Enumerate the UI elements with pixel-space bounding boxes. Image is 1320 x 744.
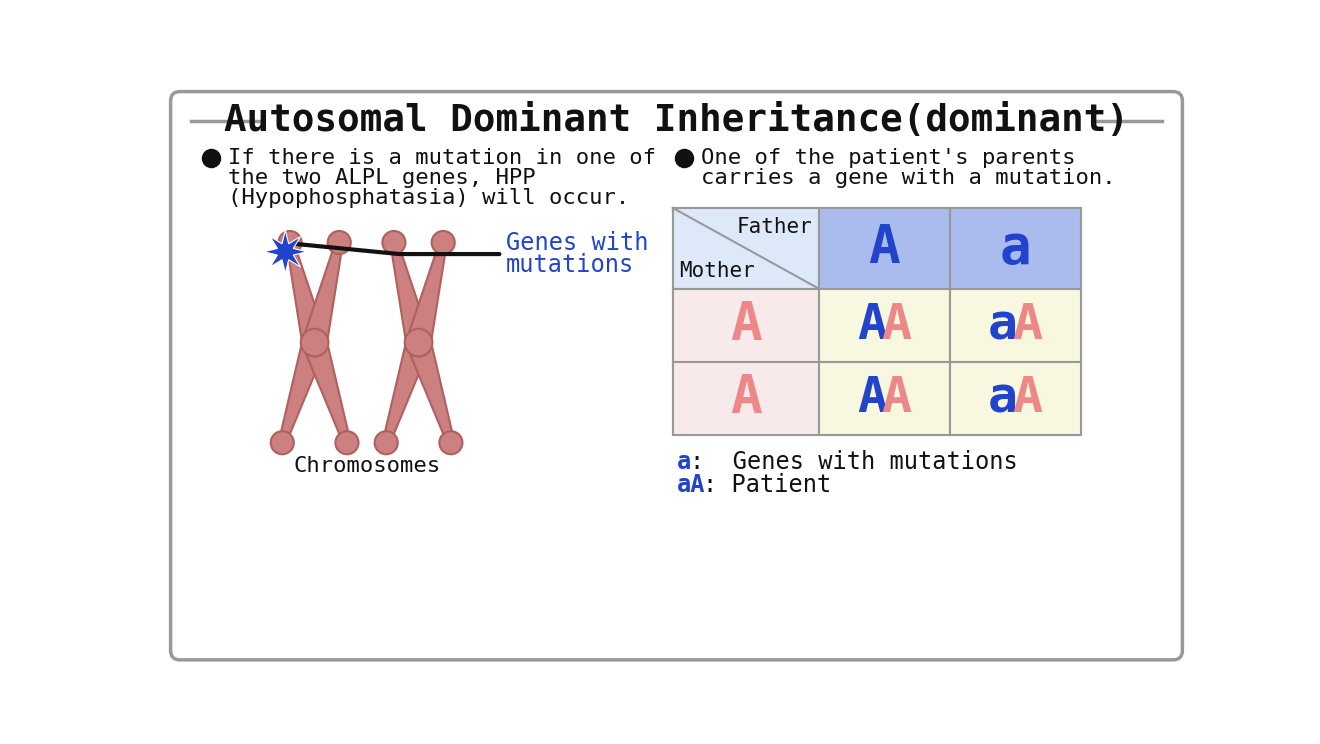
Circle shape xyxy=(432,231,454,254)
Text: A: A xyxy=(730,299,762,351)
Bar xyxy=(950,208,1081,289)
Bar xyxy=(818,289,950,362)
Text: the two ALPL genes, HPP: the two ALPL genes, HPP xyxy=(227,168,535,187)
Polygon shape xyxy=(383,339,430,444)
Polygon shape xyxy=(264,230,306,273)
Circle shape xyxy=(405,329,433,356)
Text: A: A xyxy=(869,222,900,275)
Text: a: a xyxy=(999,222,1031,275)
Bar xyxy=(673,289,818,362)
Polygon shape xyxy=(279,339,326,444)
Text: : Patient: : Patient xyxy=(702,473,830,497)
Bar xyxy=(950,289,1081,362)
Bar xyxy=(673,208,818,289)
Text: One of the patient's parents: One of the patient's parents xyxy=(701,148,1076,168)
Text: Autosomal Dominant Inheritance(dominant): Autosomal Dominant Inheritance(dominant) xyxy=(224,103,1129,139)
Text: A: A xyxy=(857,301,887,349)
Bar xyxy=(673,289,818,362)
Polygon shape xyxy=(407,242,446,345)
Text: a: a xyxy=(676,450,690,474)
Bar xyxy=(950,362,1081,435)
Polygon shape xyxy=(286,242,326,345)
Circle shape xyxy=(440,432,462,455)
Bar xyxy=(818,362,950,435)
Circle shape xyxy=(383,231,405,254)
Text: Mother: Mother xyxy=(678,261,755,281)
Circle shape xyxy=(279,231,301,254)
Text: Chromosomes: Chromosomes xyxy=(293,456,440,476)
Bar xyxy=(950,289,1081,362)
Bar xyxy=(818,208,950,289)
Bar xyxy=(818,362,950,435)
Text: A: A xyxy=(730,373,762,424)
Text: A: A xyxy=(882,301,912,349)
Bar xyxy=(950,362,1081,435)
Bar xyxy=(673,362,818,435)
Bar xyxy=(673,208,818,289)
Text: (Hypophosphatasia) will occur.: (Hypophosphatasia) will occur. xyxy=(227,187,628,208)
Text: Genes with: Genes with xyxy=(506,231,648,255)
Text: mutations: mutations xyxy=(506,253,634,277)
Bar xyxy=(818,289,950,362)
Text: A: A xyxy=(1012,301,1043,349)
Text: A: A xyxy=(857,374,887,423)
Circle shape xyxy=(375,432,397,455)
Polygon shape xyxy=(407,339,454,444)
Polygon shape xyxy=(302,339,350,444)
Bar xyxy=(818,208,950,289)
FancyBboxPatch shape xyxy=(170,92,1183,660)
Text: :  Genes with mutations: : Genes with mutations xyxy=(690,450,1018,474)
Text: If there is a mutation in one of: If there is a mutation in one of xyxy=(227,148,656,168)
Circle shape xyxy=(301,329,329,356)
Bar xyxy=(673,362,818,435)
Text: aA: aA xyxy=(676,473,705,497)
Circle shape xyxy=(271,432,294,455)
Text: a: a xyxy=(987,374,1018,423)
Text: carries a gene with a mutation.: carries a gene with a mutation. xyxy=(701,168,1115,187)
Circle shape xyxy=(327,231,351,254)
Text: Father: Father xyxy=(737,217,813,237)
Polygon shape xyxy=(302,242,343,345)
Text: A: A xyxy=(1012,374,1043,423)
Text: A: A xyxy=(882,374,912,423)
Text: a: a xyxy=(987,301,1018,349)
Polygon shape xyxy=(391,242,430,345)
Bar xyxy=(950,208,1081,289)
Circle shape xyxy=(335,432,359,455)
